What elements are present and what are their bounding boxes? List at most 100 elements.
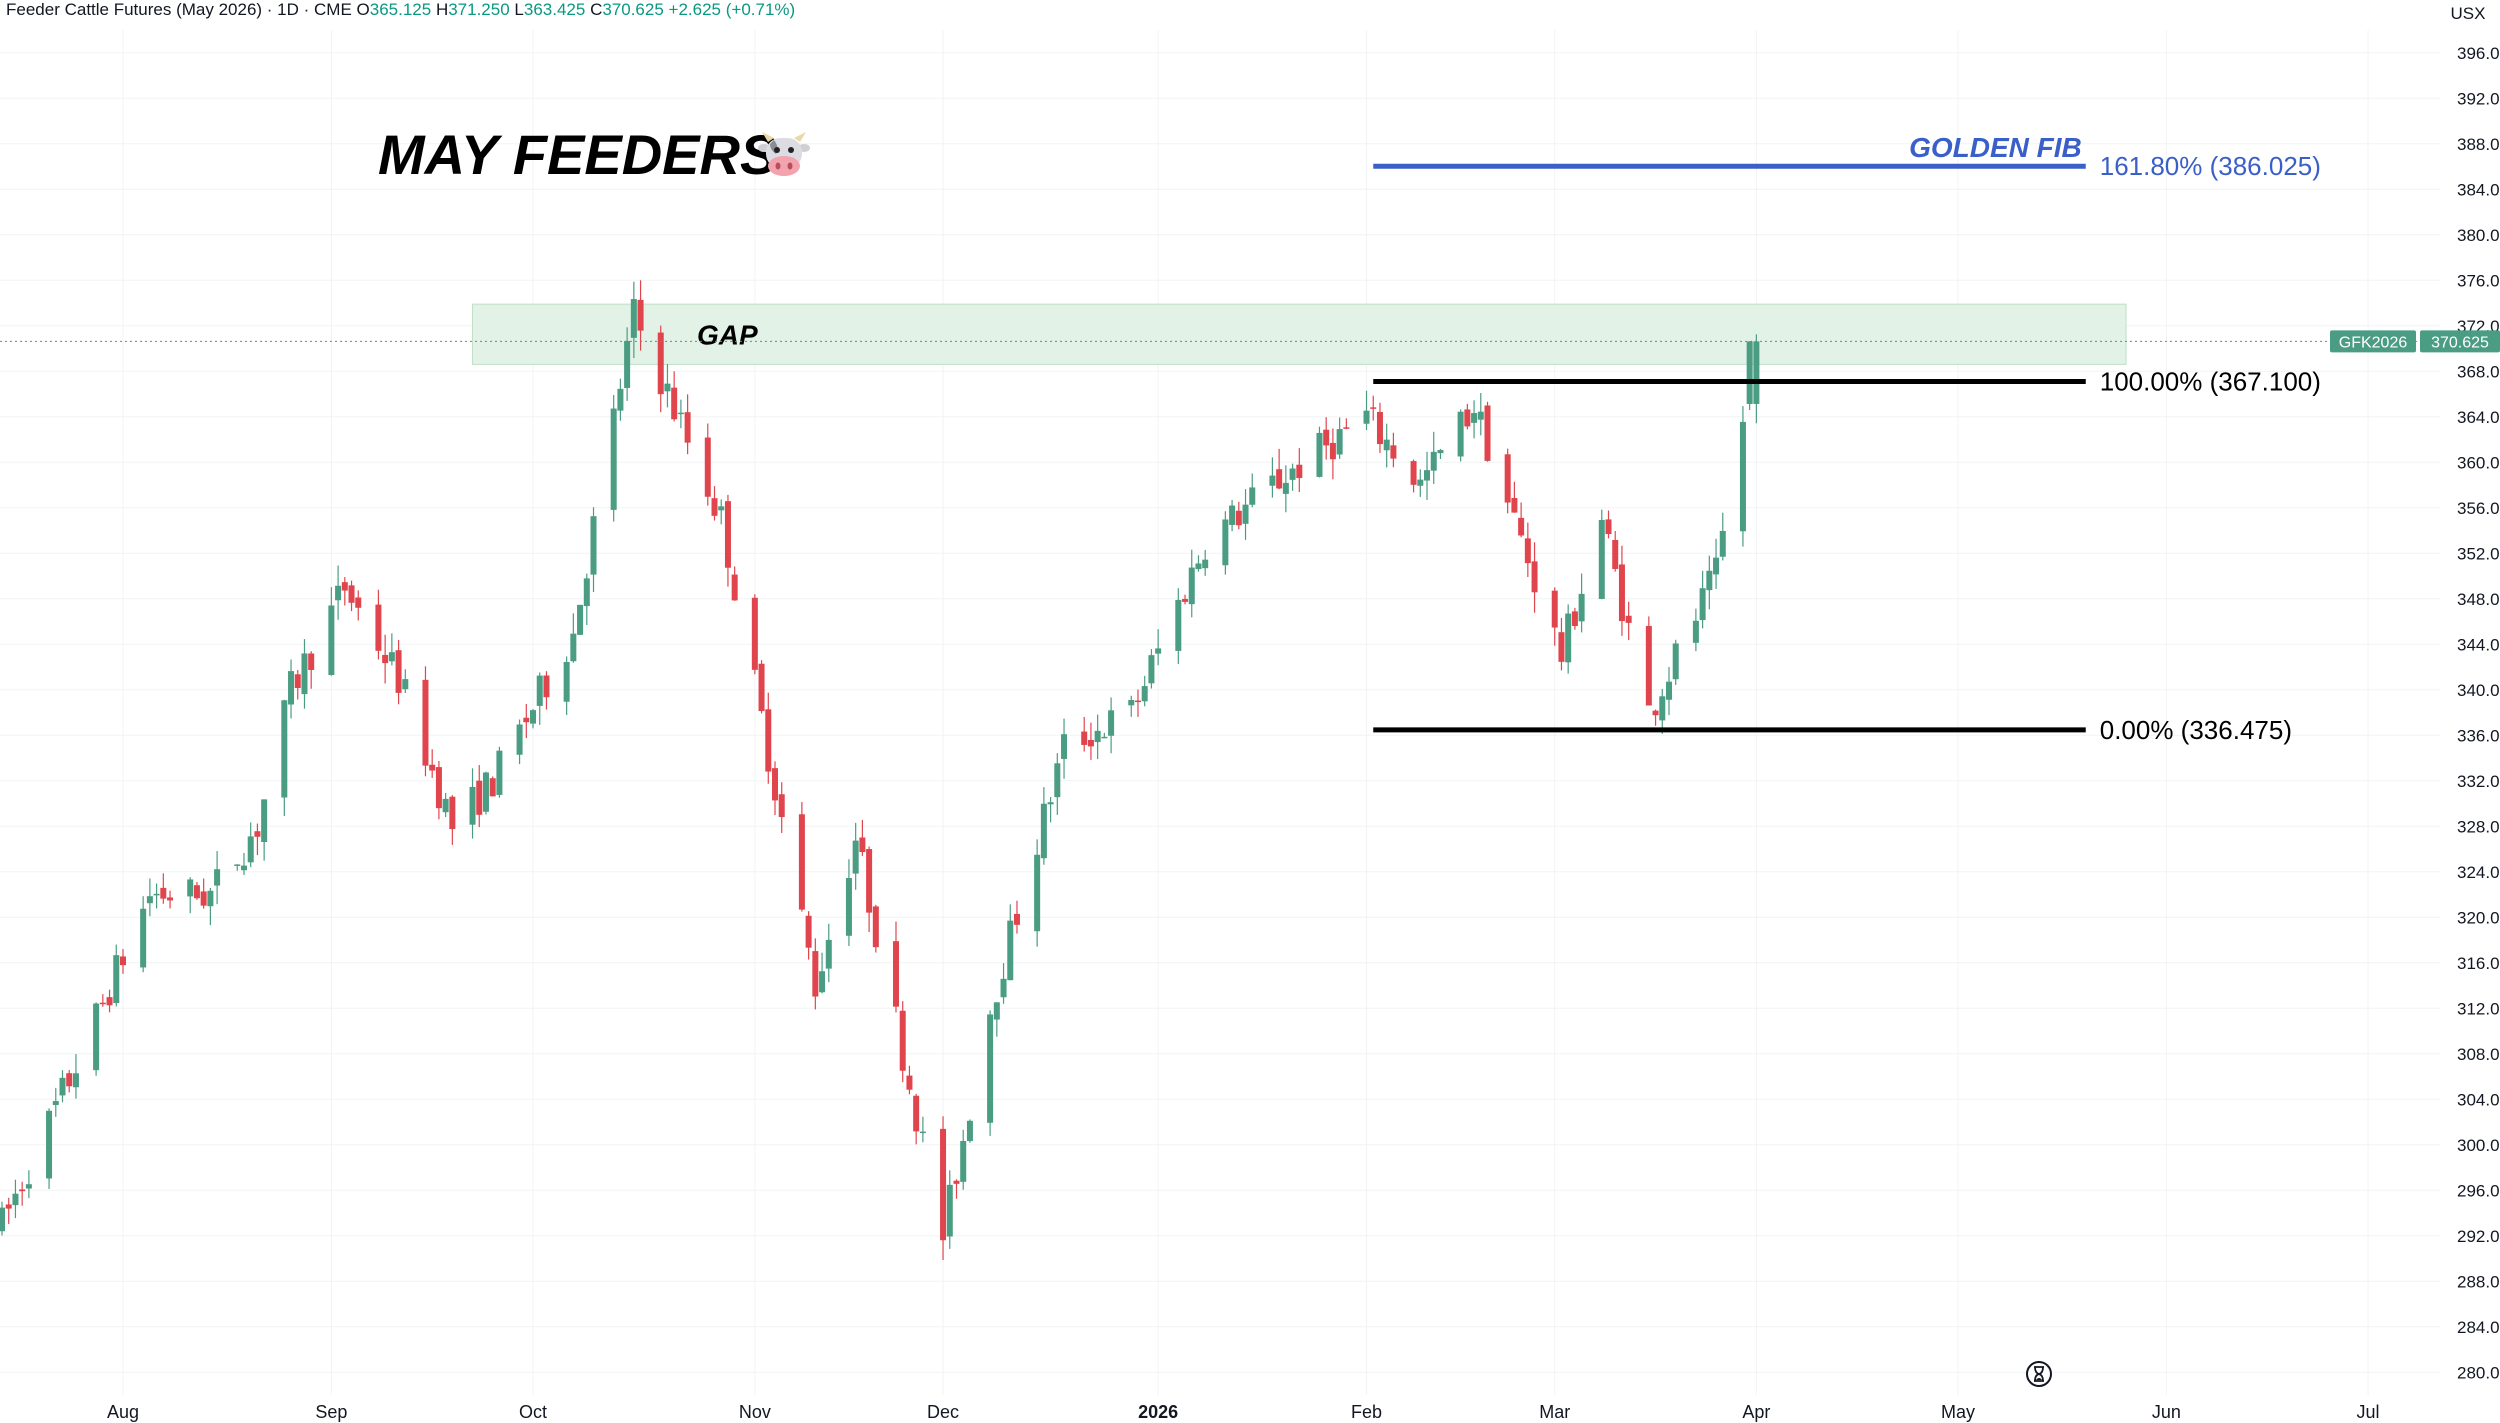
currency-selector[interactable]: USX bbox=[2450, 4, 2486, 23]
candle-body bbox=[610, 408, 617, 510]
candle-body bbox=[261, 799, 268, 843]
candle-body bbox=[859, 837, 866, 853]
candle-body bbox=[355, 597, 362, 608]
candle-body bbox=[1524, 538, 1531, 564]
y-tick-label: 284.000 bbox=[2457, 1318, 2500, 1337]
candle-body bbox=[1195, 563, 1202, 570]
candle-body bbox=[1343, 427, 1350, 429]
candle-body bbox=[281, 700, 288, 798]
candle-body bbox=[966, 1120, 973, 1142]
candle-body bbox=[590, 516, 597, 575]
candle-body bbox=[375, 604, 382, 651]
candle-body bbox=[577, 604, 584, 635]
candle-body bbox=[630, 299, 637, 338]
candle-body bbox=[758, 663, 765, 712]
fibonacci-levels[interactable]: GOLDEN FIB 161.80% (386.025) 100.00% (36… bbox=[1373, 132, 2321, 745]
candle-body bbox=[1471, 413, 1478, 423]
candle-body bbox=[960, 1140, 967, 1182]
candle-body bbox=[1188, 567, 1195, 605]
candle-body bbox=[328, 605, 335, 676]
candle-body bbox=[1094, 730, 1101, 743]
x-tick-label: Jul bbox=[2357, 1402, 2380, 1422]
candle-body bbox=[1289, 468, 1296, 480]
candle-body bbox=[1437, 450, 1444, 454]
candle-body bbox=[1101, 736, 1108, 739]
low-label: L bbox=[514, 0, 524, 19]
candle-body bbox=[489, 778, 496, 797]
candle-body bbox=[1202, 559, 1209, 569]
candle-body bbox=[19, 1189, 26, 1192]
candle-body bbox=[1249, 487, 1256, 505]
golden-fib-label: GOLDEN FIB bbox=[1909, 132, 2082, 163]
candle-body bbox=[1665, 681, 1672, 700]
candle-body bbox=[1329, 442, 1336, 460]
y-tick-label: 384.000 bbox=[2457, 180, 2500, 199]
candle-body bbox=[1013, 913, 1020, 925]
candle-body bbox=[1612, 539, 1619, 569]
y-tick-label: 360.000 bbox=[2457, 453, 2500, 472]
candle-body bbox=[1182, 598, 1189, 602]
candle-body bbox=[704, 437, 711, 497]
candle-body bbox=[543, 675, 550, 698]
candle-body bbox=[240, 865, 247, 871]
candle-body bbox=[99, 1002, 106, 1005]
last-price-tag: GFK2026 370.625 bbox=[2330, 330, 2500, 353]
x-tick-label: Sep bbox=[315, 1402, 347, 1422]
candle-body bbox=[617, 388, 624, 411]
candle-body bbox=[724, 501, 731, 568]
candle-body bbox=[1134, 700, 1141, 703]
symbol-title[interactable]: Feeder Cattle Futures (May 2026) · 1D · … bbox=[6, 0, 352, 19]
candle-body bbox=[476, 780, 483, 815]
candle-body bbox=[731, 574, 738, 601]
x-tick-label: Apr bbox=[1742, 1402, 1770, 1422]
candle-body bbox=[1739, 421, 1746, 532]
candle-body bbox=[1276, 469, 1283, 489]
candle-body bbox=[866, 849, 873, 913]
fib-level-0-label: 0.00% (336.475) bbox=[2100, 715, 2292, 745]
candle-body bbox=[348, 585, 355, 603]
high-value: 371.250 bbox=[448, 0, 510, 19]
candle-body bbox=[1518, 517, 1525, 536]
candle-body bbox=[637, 299, 644, 331]
price-tag-symbol-bg bbox=[2330, 330, 2416, 353]
symbol-header[interactable]: Feeder Cattle Futures (May 2026) · 1D · … bbox=[6, 0, 795, 20]
y-tick-label: 388.000 bbox=[2457, 135, 2500, 154]
candle-body bbox=[429, 764, 436, 771]
candle-body bbox=[146, 896, 153, 904]
candle-body bbox=[913, 1095, 920, 1132]
price-axis[interactable]: 280.000 284.000 288.000 292.000 296.000 300.0… bbox=[2457, 44, 2500, 1383]
x-tick-label: May bbox=[1941, 1402, 1975, 1422]
candle-body bbox=[1108, 710, 1115, 736]
candle-body bbox=[892, 941, 899, 1007]
y-tick-label: 320.000 bbox=[2457, 908, 2500, 927]
open-value: 365.125 bbox=[369, 0, 432, 19]
candle-body bbox=[5, 1204, 12, 1209]
time-axis[interactable]: Aug Sep Oct Nov Dec 2026 Feb Mar Apr May Jun Jul bbox=[107, 1402, 2380, 1422]
y-tick-label: 324.000 bbox=[2457, 863, 2500, 882]
candle-body bbox=[1713, 557, 1720, 575]
candle-body bbox=[193, 885, 200, 899]
y-tick-label: 304.000 bbox=[2457, 1090, 2500, 1109]
candle-body bbox=[25, 1184, 32, 1189]
candle-body bbox=[536, 675, 543, 706]
candle-body bbox=[530, 710, 537, 724]
candle-body bbox=[1558, 632, 1565, 662]
hourglass-icon[interactable] bbox=[2025, 1360, 2053, 1388]
candle-body bbox=[167, 897, 174, 901]
candle-body bbox=[1316, 432, 1323, 477]
candle-body bbox=[214, 869, 221, 886]
candle-body bbox=[234, 864, 241, 866]
candle-body bbox=[1659, 696, 1666, 721]
candle-body bbox=[906, 1075, 913, 1090]
y-tick-label: 332.000 bbox=[2457, 772, 2500, 791]
candle-body bbox=[657, 332, 664, 395]
y-tick-label: 316.000 bbox=[2457, 954, 2500, 973]
candle-body bbox=[1296, 464, 1303, 479]
y-tick-label: 396.000 bbox=[2457, 44, 2500, 63]
high-label: H bbox=[435, 0, 449, 19]
candle-body bbox=[1424, 470, 1431, 481]
candle-body bbox=[1242, 504, 1249, 524]
candle-body bbox=[207, 890, 214, 907]
candle-body bbox=[1087, 739, 1094, 747]
